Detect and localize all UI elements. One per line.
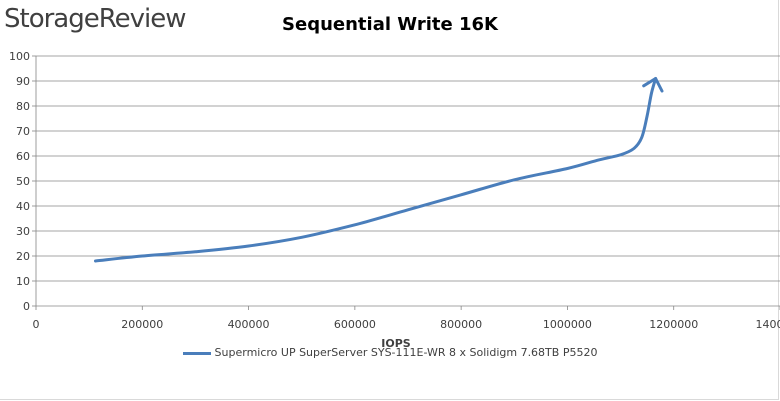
brand-logo: StorageReview [4,4,186,34]
y-tick-label: 0 [23,300,30,313]
gridlines [36,55,780,282]
y-tick-label: 40 [16,200,30,213]
x-tick-label: 200000 [121,318,163,331]
legend-label: Supermicro UP SuperServer SYS-111E-WR 8 … [214,346,598,359]
y-tick-label: 80 [16,100,30,113]
series-group [94,77,664,263]
x-tick-label: 800000 [440,318,482,331]
y-tick-label: 30 [16,225,30,238]
y-tick-label: 100 [9,50,30,63]
x-tick-label: 400000 [228,318,270,331]
y-tick-label: 20 [16,250,30,263]
chart-title: Sequential Write 16K [282,14,498,35]
x-tick-label: 1400000 [756,318,780,331]
x-tick-label: 1000000 [543,318,592,331]
legend-swatch [182,351,211,355]
y-tick-label: 60 [16,150,30,163]
series-arrowhead-0 [642,77,664,93]
y-tick-label: 70 [16,125,30,138]
x-tick-label: 0 [33,318,40,331]
y-axis-ticks: 0 10 20 30 40 50 60 70 80 90 100 [9,50,30,313]
y-tick-label: 10 [16,275,30,288]
x-axis-ticks: 0 200000 400000 600000 800000 1000000 1200000 1… [33,318,780,331]
y-tick-label: 50 [16,175,30,188]
x-axis-label: IOPS [381,337,411,350]
legend: Supermicro UP SuperServer SYS-111E-WR 8 … [0,346,780,359]
x-tick-label: 1200000 [649,318,698,331]
axes [32,55,780,310]
y-tick-label: 90 [16,75,30,88]
series-line-0 [94,77,658,263]
x-tick-label: 600000 [334,318,376,331]
